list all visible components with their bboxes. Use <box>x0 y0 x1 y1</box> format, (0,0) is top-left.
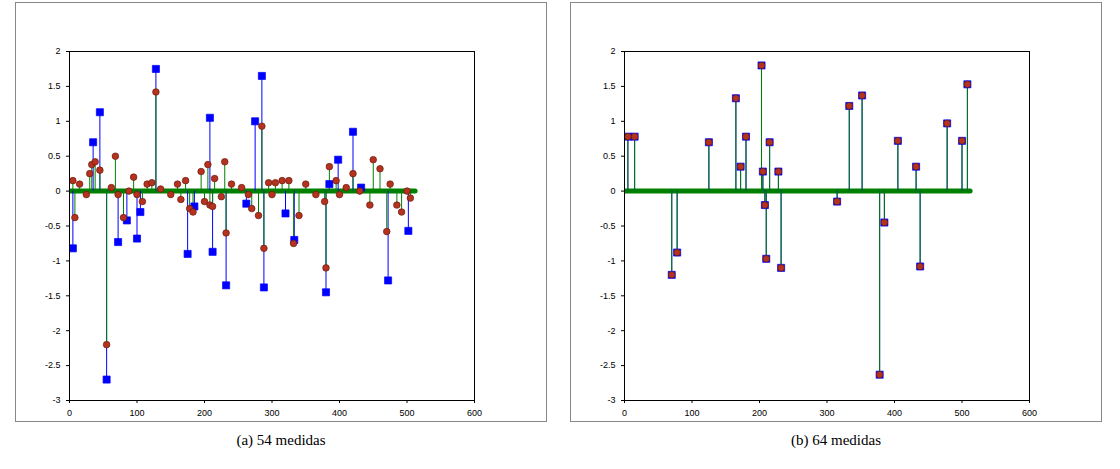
svg-text:500: 500 <box>399 408 414 418</box>
svg-text:0: 0 <box>622 408 627 418</box>
svg-text:100: 100 <box>684 408 699 418</box>
svg-text:2: 2 <box>610 46 615 56</box>
svg-text:1.5: 1.5 <box>603 81 616 91</box>
svg-text:-2: -2 <box>607 326 615 336</box>
svg-text:-1.5: -1.5 <box>45 291 61 301</box>
svg-text:400: 400 <box>887 408 902 418</box>
svg-text:-2.5: -2.5 <box>45 360 61 370</box>
svg-text:2: 2 <box>55 46 60 56</box>
svg-text:600: 600 <box>1022 408 1037 418</box>
svg-text:-1.5: -1.5 <box>600 291 616 301</box>
svg-text:0: 0 <box>55 186 60 196</box>
svg-text:1: 1 <box>610 116 615 126</box>
svg-text:-3: -3 <box>52 395 60 405</box>
svg-text:100: 100 <box>129 408 144 418</box>
svg-text:-0.5: -0.5 <box>600 221 616 231</box>
svg-text:300: 300 <box>819 408 834 418</box>
svg-text:-2.5: -2.5 <box>600 360 616 370</box>
svg-text:0: 0 <box>67 408 72 418</box>
svg-text:400: 400 <box>332 408 347 418</box>
svg-text:300: 300 <box>264 408 279 418</box>
svg-text:-3: -3 <box>607 395 615 405</box>
svg-text:600: 600 <box>467 408 482 418</box>
svg-text:1: 1 <box>55 116 60 126</box>
svg-text:0.5: 0.5 <box>48 151 61 161</box>
svg-text:-1: -1 <box>607 256 615 266</box>
svg-text:0: 0 <box>610 186 615 196</box>
svg-text:200: 200 <box>197 408 212 418</box>
svg-text:500: 500 <box>954 408 969 418</box>
svg-text:0.5: 0.5 <box>603 151 616 161</box>
html-text:(b) 64 medidas: (b) 64 medidas <box>791 432 881 448</box>
svg-text:-2: -2 <box>52 326 60 336</box>
svg-text:-1: -1 <box>52 256 60 266</box>
svg-text:1.5: 1.5 <box>48 81 61 91</box>
html-text:(a) 54 medidas: (a) 54 medidas <box>236 432 326 448</box>
svg-text:200: 200 <box>752 408 767 418</box>
svg-text:-0.5: -0.5 <box>45 221 61 231</box>
